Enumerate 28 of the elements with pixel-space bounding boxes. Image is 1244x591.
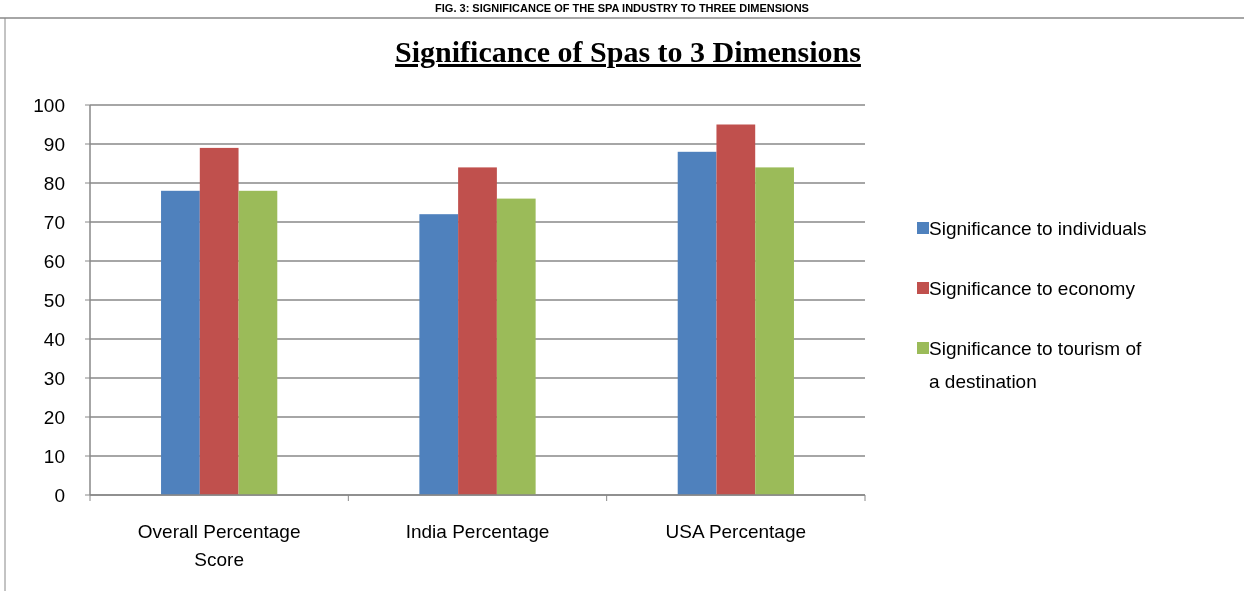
x-tick-label: USA Percentage: [665, 521, 807, 542]
y-tick-label: 10: [43, 446, 65, 467]
bar: [161, 190, 200, 495]
y-tick-label: 0: [54, 485, 65, 506]
caption: FIG. 3: SIGNIFICANCE OF THE SPA INDUSTRY TO THREE DIMENSIONS: [435, 2, 809, 14]
legend-label: Significance to tourism of a destination: [929, 338, 1142, 392]
bar: [458, 167, 497, 495]
x-tick-label: Overall Percentage Score: [137, 521, 301, 570]
y-tick-label: 50: [43, 290, 65, 311]
bar: [716, 124, 756, 495]
y-tick-label: 20: [43, 407, 65, 428]
y-tick-label: 100: [33, 95, 65, 116]
bar: [755, 167, 794, 495]
y-tick-label: 40: [43, 329, 65, 350]
bar: [199, 147, 239, 495]
bar: [677, 151, 717, 495]
bar: [496, 198, 536, 495]
y-tick-label: 60: [43, 251, 65, 272]
y-tick-label: 30: [43, 368, 65, 389]
legend-label: Significance to economy: [929, 278, 1136, 299]
bar: [238, 190, 278, 495]
chart-title: Significance of Spas to 3 Dimensions: [395, 35, 861, 68]
legend-label: Significance to individuals: [929, 218, 1147, 239]
y-tick-label: 70: [43, 212, 65, 233]
y-tick-label: 90: [43, 134, 65, 155]
bar: [419, 214, 459, 495]
x-tick-label: India Percentage: [405, 521, 550, 542]
y-tick-label: 80: [43, 173, 65, 194]
